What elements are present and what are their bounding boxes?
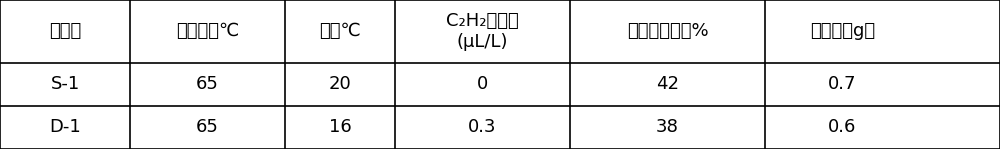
Text: 0.7: 0.7	[828, 75, 857, 93]
Text: 65: 65	[196, 118, 219, 136]
Text: 0.3: 0.3	[468, 118, 497, 136]
Text: 38: 38	[656, 118, 679, 136]
Text: 加氢选择性，%: 加氢选择性，%	[627, 22, 708, 40]
Text: 65: 65	[196, 75, 219, 93]
Text: C₂H₂残余量
(μL/L): C₂H₂残余量 (μL/L)	[446, 12, 519, 51]
Text: 0: 0	[477, 75, 488, 93]
Text: 入口温度℃: 入口温度℃	[176, 22, 239, 40]
Text: 绿油量（g）: 绿油量（g）	[810, 22, 875, 40]
Text: 温升℃: 温升℃	[319, 22, 361, 40]
Text: 20: 20	[329, 75, 351, 93]
Text: 42: 42	[656, 75, 679, 93]
Text: 催化剂: 催化剂	[49, 22, 81, 40]
Text: 16: 16	[329, 118, 351, 136]
Text: S-1: S-1	[50, 75, 80, 93]
Text: 0.6: 0.6	[828, 118, 857, 136]
Text: D-1: D-1	[49, 118, 81, 136]
